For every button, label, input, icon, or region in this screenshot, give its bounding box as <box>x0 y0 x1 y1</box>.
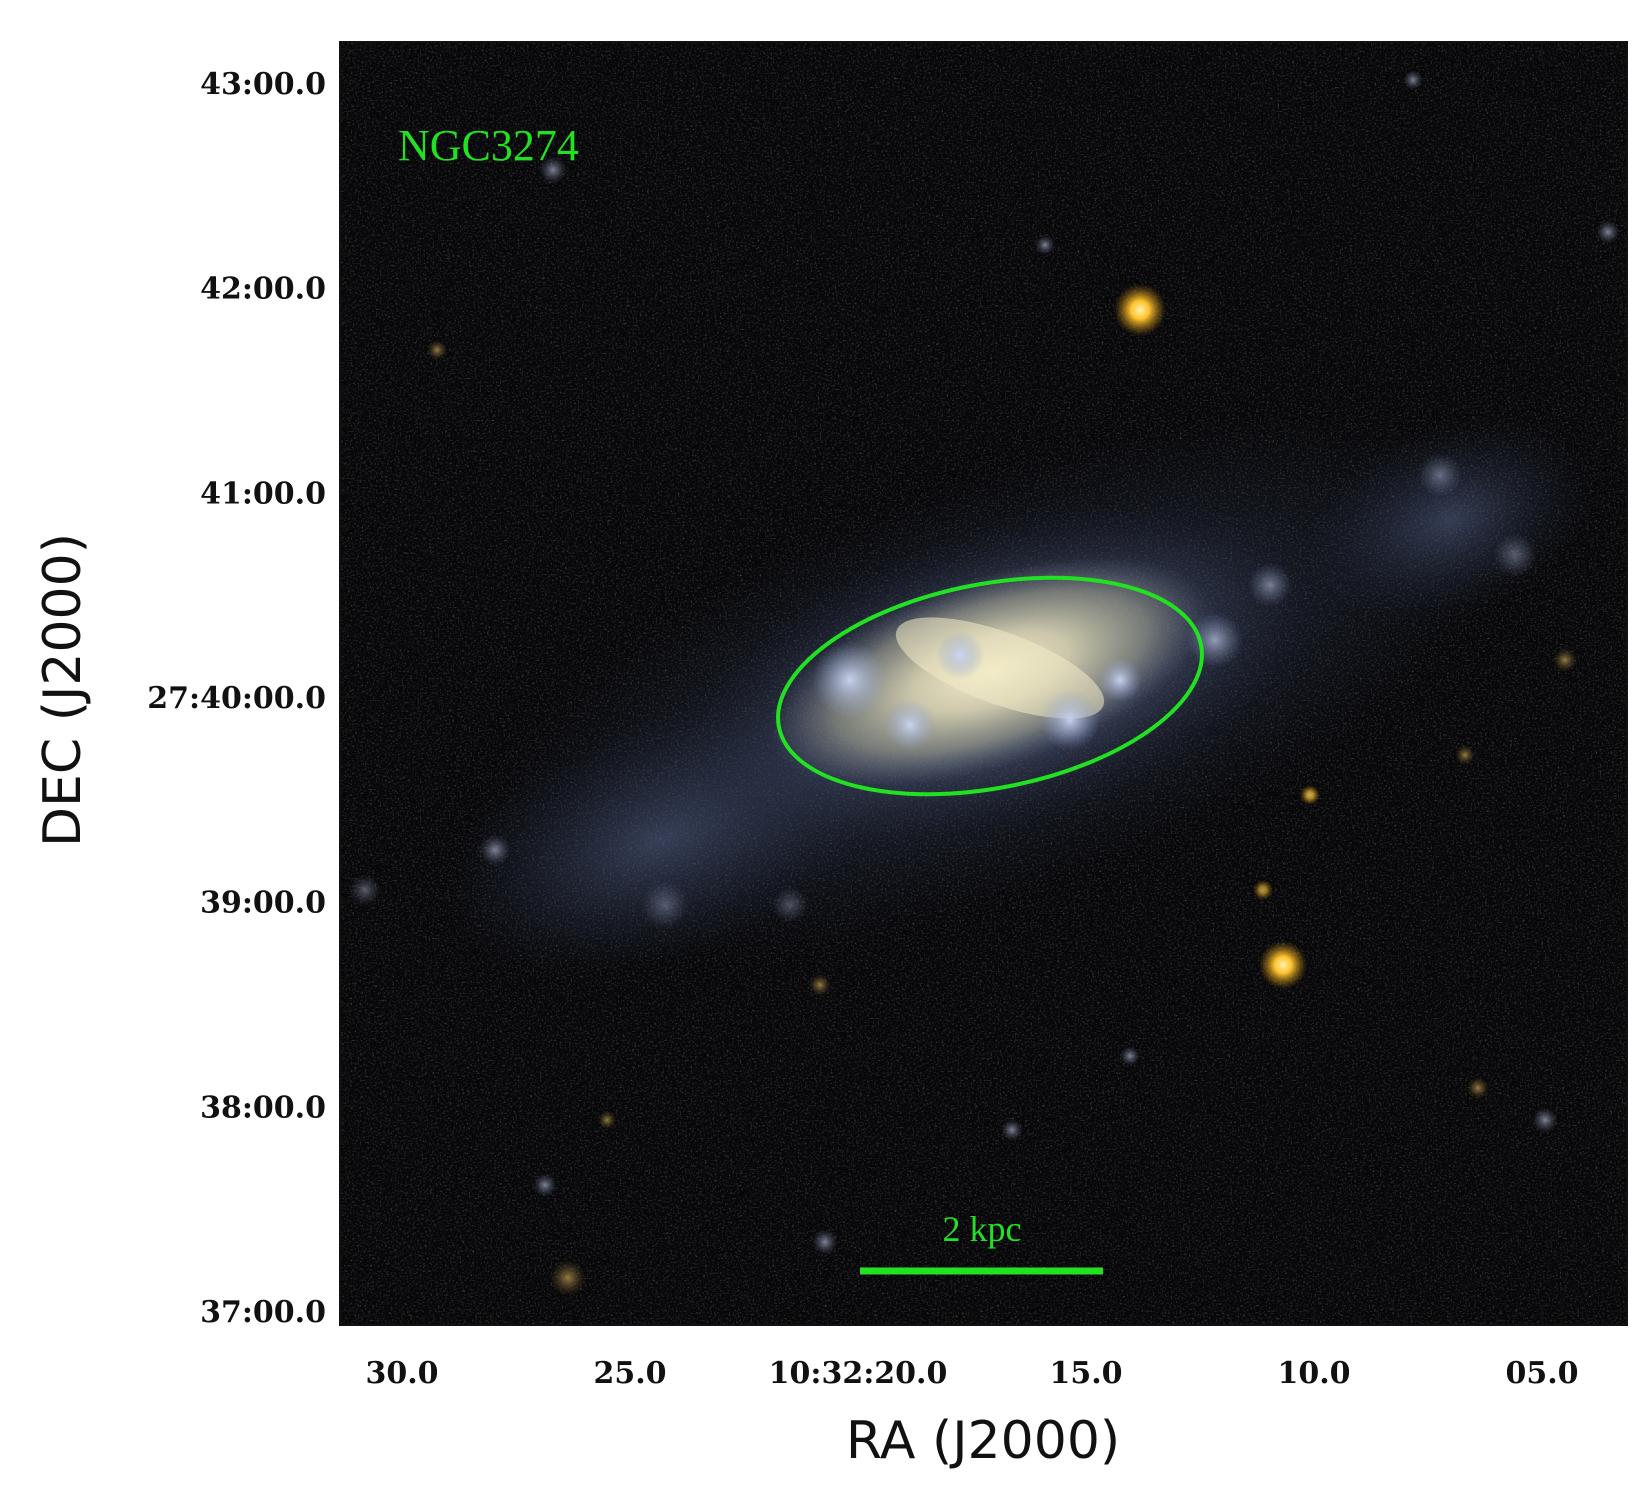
blue-knot <box>1040 690 1100 750</box>
blue-knot <box>1248 563 1292 607</box>
faint-source <box>812 1229 838 1255</box>
image-panel <box>340 42 1627 1325</box>
blue-knot <box>1493 533 1537 577</box>
faint-source <box>427 340 447 360</box>
faint-source <box>349 874 381 906</box>
ra-tick-label: 10:32:20.0 <box>769 1356 948 1391</box>
scale-bar-label: 2 kpc <box>943 1209 1022 1249</box>
faint-source <box>1553 648 1577 672</box>
dec-tick-label: 43:00.0 <box>200 67 326 102</box>
faint-source <box>550 1260 586 1296</box>
y-axis-title: DEC (J2000) <box>33 533 93 847</box>
blue-knot <box>812 642 888 718</box>
faint-source <box>1467 1077 1489 1099</box>
faint-source <box>598 1111 616 1129</box>
foreground-star <box>1300 785 1320 805</box>
blue-knot <box>936 631 984 679</box>
ra-tick-label: 15.0 <box>1049 1356 1122 1391</box>
dec-tick-label: 42:00.0 <box>200 272 326 307</box>
tick-labels: 30.0 25.0 10:32:20.0 15.0 10.0 05.0 43:00.0 42:… <box>147 67 1578 1391</box>
dec-tick-label: 39:00.0 <box>200 886 326 921</box>
faint-source <box>1403 70 1423 90</box>
ra-tick-label: 05.0 <box>1505 1356 1578 1391</box>
blue-knot <box>884 699 936 751</box>
faint-source <box>479 834 511 866</box>
faint-source <box>1596 220 1620 244</box>
dec-tick-label: 27:40:00.0 <box>147 681 326 716</box>
faint-source <box>1532 1107 1558 1133</box>
faint-source <box>1001 1119 1023 1141</box>
dec-tick-label: 37:00.0 <box>200 1295 326 1330</box>
foreground-star <box>1114 284 1166 336</box>
ra-tick-label: 10.0 <box>1277 1356 1350 1391</box>
faint-source <box>1455 745 1475 765</box>
dec-tick-label: 38:00.0 <box>200 1090 326 1125</box>
x-axis-title: RA (J2000) <box>846 1411 1120 1471</box>
blue-knot <box>1187 612 1243 668</box>
blue-knot <box>772 887 808 923</box>
object-label: NGC3274 <box>398 121 579 170</box>
aperture-ellipse <box>776 575 1204 797</box>
ra-tick-label: 25.0 <box>593 1356 666 1391</box>
blue-knot <box>641 881 689 929</box>
panel-frame <box>339 41 1628 1326</box>
blue-knot <box>1418 453 1462 497</box>
faint-source <box>533 1173 557 1197</box>
blue-knot <box>1098 658 1142 702</box>
ra-tick-label: 30.0 <box>365 1356 438 1391</box>
faint-source <box>809 974 831 996</box>
dec-tick-label: 41:00.0 <box>200 476 326 511</box>
axis-ticks <box>340 42 1627 1325</box>
foreground-star <box>1253 880 1273 900</box>
foreground-star <box>1259 941 1307 989</box>
faint-source <box>539 156 567 184</box>
faint-source <box>1120 1046 1140 1066</box>
faint-source <box>1035 235 1055 255</box>
